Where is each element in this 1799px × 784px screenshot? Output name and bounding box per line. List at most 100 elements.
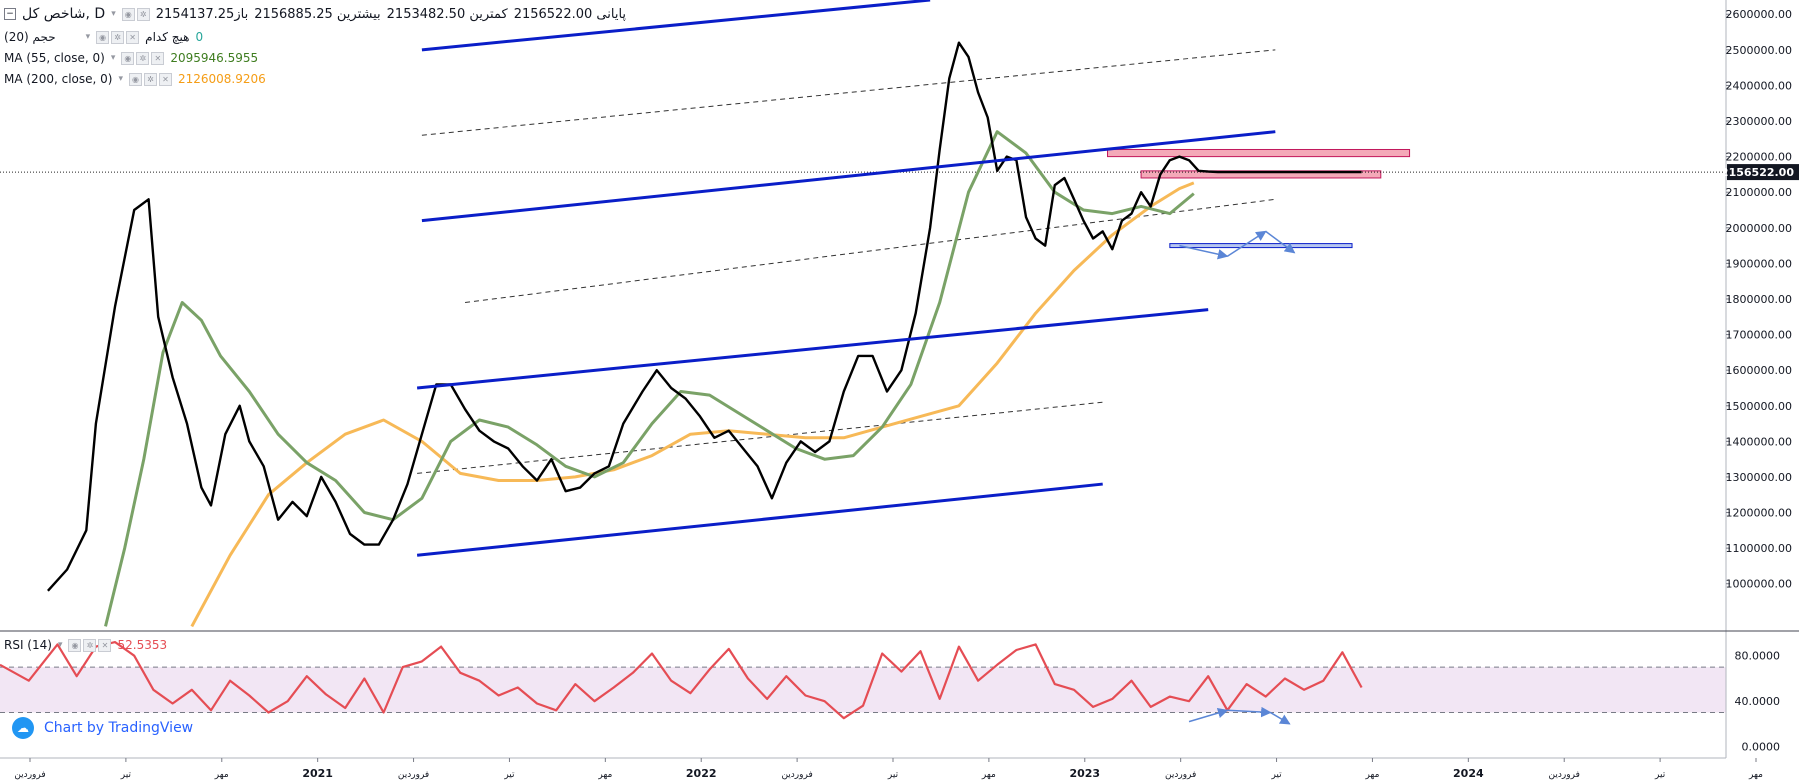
high-readout: 2156885.25 بیشترین [254, 6, 381, 22]
price-tick-label: 1600000.00 [1726, 364, 1792, 377]
close-icon[interactable]: ✕ [158, 72, 172, 86]
price-tick-label: 2100000.00 [1726, 186, 1792, 199]
price-tick-label: 1300000.00 [1726, 471, 1792, 484]
support-line [1169, 243, 1353, 249]
rsi-tick-label: 80.0000 [1735, 650, 1781, 663]
rsi-tick-label: 40.0000 [1735, 695, 1781, 708]
legend-controls[interactable]: ◉ ✲ ✕ [128, 72, 172, 86]
rsi-label: RSI (14) [4, 638, 52, 652]
rsi-arrow [1270, 711, 1291, 725]
tradingview-logo-icon: ☁ [12, 717, 34, 739]
close-icon[interactable]: ✕ [126, 30, 140, 44]
time-tick-label: فروردین [14, 770, 45, 780]
time-tick-label: مهر [1364, 770, 1379, 780]
price-series-line [47, 41, 1362, 592]
gear-icon[interactable]: ✲ [143, 72, 157, 86]
chevron-down-icon[interactable]: ▾ [110, 53, 116, 63]
price-arrow [1265, 230, 1296, 254]
volume-value: 0 [195, 30, 204, 44]
price-tick-label: 1700000.00 [1726, 329, 1792, 342]
gear-icon[interactable]: ✲ [136, 51, 150, 65]
price-tick-label: 2200000.00 [1726, 151, 1792, 164]
time-tick-label: فروردین [781, 770, 812, 780]
close-icon[interactable]: ✕ [151, 51, 165, 65]
chevron-down-icon[interactable]: ▾ [85, 32, 91, 42]
dashed-trendline [421, 49, 1276, 136]
rsi-series-line [0, 641, 1363, 720]
time-tick-label: 2022 [686, 767, 717, 780]
close-icon[interactable]: ✕ [98, 638, 112, 652]
time-tick-label: تیر [887, 770, 899, 780]
time-tick-label: فروردین [1549, 770, 1580, 780]
rsi-tick-label: 0.0000 [1742, 741, 1781, 754]
price-tick-label: 2300000.00 [1726, 115, 1792, 128]
gear-icon[interactable]: ✲ [111, 30, 125, 44]
open-readout: 2154137.25باز [155, 6, 249, 22]
gear-icon[interactable]: ✲ [83, 638, 97, 652]
price-arrow [1226, 230, 1267, 257]
ma200-value: 2126008.9206 [177, 72, 266, 86]
channel-trendline [416, 308, 1209, 390]
chevron-down-icon[interactable]: ▾ [118, 74, 123, 84]
time-tick-label: تیر [1270, 770, 1282, 780]
dashed-trendline [464, 198, 1276, 304]
channel-trendline [421, 130, 1276, 223]
close-readout: 2156522.00 پایانی [513, 6, 627, 22]
price-tick-label: 2500000.00 [1726, 44, 1792, 57]
branding-text[interactable]: Chart by TradingView [44, 720, 194, 736]
eye-icon[interactable]: ◉ [121, 51, 135, 65]
gear-icon[interactable]: ✲ [136, 7, 150, 21]
low-readout: 2153482.50 کمترین [386, 6, 508, 22]
price-tick-label: 1000000.00 [1726, 578, 1792, 591]
ma200-series-line [190, 181, 1195, 628]
ma55-legend: MA (55, close, 0) ▾ ◉ ✲ ✕ 2095946.5955 [4, 51, 258, 65]
price-tick-label: 2600000.00 [1726, 8, 1792, 21]
chevron-down-icon[interactable]: ▾ [57, 640, 63, 650]
legend-controls[interactable]: ◉ ✲ ✕ [96, 30, 140, 44]
ma55-value: 2095946.5955 [170, 51, 259, 65]
legend-controls[interactable]: ◉ ✲ [121, 7, 150, 21]
price-tick-label: 1200000.00 [1726, 507, 1792, 520]
time-tick-label: تیر [1654, 770, 1666, 780]
volume-none-label: هیچ کدام [145, 30, 190, 44]
ma200-label: MA (200, close, 0) [4, 72, 113, 86]
price-arrow [1179, 244, 1229, 260]
price-tick-label: 1400000.00 [1726, 435, 1792, 448]
rsi-value: 52.5353 [117, 638, 168, 652]
time-tick-label: 2024 [1453, 767, 1484, 780]
time-tick-label: 2021 [302, 767, 333, 780]
rsi-arrow [1188, 707, 1229, 723]
eye-icon[interactable]: ◉ [68, 638, 82, 652]
tradingview-badge[interactable]: ☁ Chart by TradingView [12, 717, 193, 739]
eye-icon[interactable]: ◉ [96, 30, 110, 44]
ma55-series-line [104, 130, 1195, 627]
price-tick-label: 1800000.00 [1726, 293, 1792, 306]
chevron-down-icon[interactable]: ▾ [111, 9, 116, 19]
volume-label: حجم (20) [4, 30, 56, 44]
channel-trendline [416, 482, 1103, 557]
eye-icon[interactable]: ◉ [121, 7, 135, 21]
symbol-legend: − شاخص کل, D ▾ ◉ ✲ 2154137.25باز 2156885.… [4, 6, 626, 22]
symbol-name: شاخص کل, D [22, 6, 106, 22]
last-price-label: 2156522.00 [1721, 166, 1794, 179]
dashed-trendline [417, 401, 1103, 474]
rsi-legend: RSI (14) ▾ ◉ ✲ ✕ 52.5353 [4, 638, 167, 652]
time-tick-label: فروردین [398, 770, 429, 780]
price-tick-label: 2000000.00 [1726, 222, 1792, 235]
resistance-zone [1107, 148, 1411, 158]
legend-controls[interactable]: ◉ ✲ ✕ [68, 638, 112, 652]
eye-icon[interactable]: ◉ [128, 72, 142, 86]
ma200-legend: MA (200, close, 0) ▾ ◉ ✲ ✕ 2126008.9206 [4, 72, 266, 86]
volume-legend: حجم (20) ▾ ◉ ✲ ✕ هیچ کدام 0 [4, 30, 203, 44]
ma55-label: MA (55, close, 0) [4, 51, 105, 65]
price-tick-label: 1500000.00 [1726, 400, 1792, 413]
resistance-zone [1140, 170, 1382, 179]
time-tick-label: مهر [597, 770, 612, 780]
collapse-icon[interactable]: − [4, 8, 16, 20]
price-tick-label: 1100000.00 [1726, 542, 1792, 555]
time-tick-label: تیر [120, 770, 132, 780]
channel-trendline [421, 0, 931, 52]
legend-controls[interactable]: ◉ ✲ ✕ [121, 51, 165, 65]
time-tick-label: 2023 [1069, 767, 1100, 780]
